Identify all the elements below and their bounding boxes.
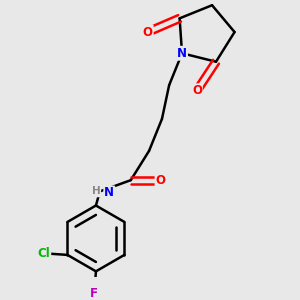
Text: N: N (177, 47, 187, 60)
Text: H: H (92, 186, 100, 197)
Text: Cl: Cl (38, 247, 50, 260)
Text: O: O (155, 174, 166, 187)
Text: F: F (90, 287, 98, 300)
Text: N: N (104, 187, 114, 200)
Text: O: O (143, 26, 153, 39)
Text: O: O (192, 84, 202, 97)
